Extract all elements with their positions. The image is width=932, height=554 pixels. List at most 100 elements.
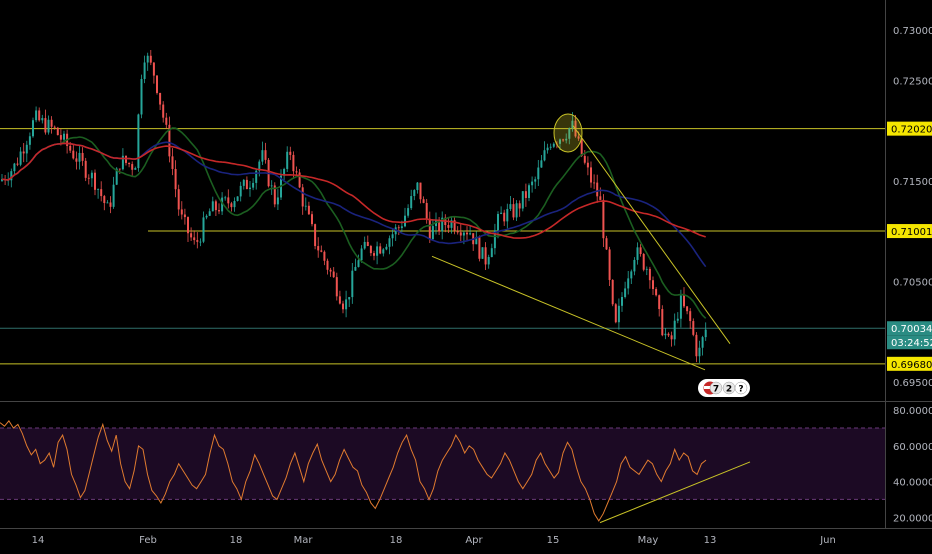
candle-body bbox=[128, 162, 131, 165]
rsi-pane[interactable] bbox=[0, 420, 885, 524]
candle bbox=[13, 162, 16, 176]
candle bbox=[47, 115, 50, 135]
candle-body bbox=[617, 305, 620, 323]
candle-body bbox=[208, 211, 211, 216]
candle bbox=[416, 182, 419, 194]
candle bbox=[94, 169, 96, 196]
candle-body bbox=[676, 318, 679, 321]
candle-body bbox=[602, 199, 605, 239]
candle-body bbox=[227, 197, 230, 204]
candle-body bbox=[571, 120, 574, 129]
candle-body bbox=[283, 168, 286, 176]
candle-body bbox=[686, 306, 689, 312]
candle bbox=[103, 194, 106, 211]
candle bbox=[506, 203, 509, 229]
candle bbox=[565, 133, 568, 144]
candle bbox=[242, 178, 245, 190]
candle bbox=[276, 189, 279, 210]
candle-body bbox=[351, 270, 354, 298]
candle bbox=[670, 331, 673, 347]
candle-body bbox=[252, 182, 255, 188]
ma-red-line bbox=[1, 142, 706, 239]
time-tick-label: 14 bbox=[32, 535, 45, 546]
candle bbox=[484, 242, 487, 270]
candle bbox=[692, 318, 695, 337]
candle bbox=[44, 109, 47, 135]
candle bbox=[397, 225, 400, 236]
candle-body bbox=[627, 278, 630, 289]
candle bbox=[679, 289, 682, 328]
candle-body bbox=[490, 248, 493, 258]
candle bbox=[239, 181, 242, 202]
candle-body bbox=[580, 138, 583, 156]
candle-body bbox=[586, 162, 589, 168]
event-badges[interactable]: 7 2? bbox=[698, 379, 750, 397]
time-tick-label: Mar bbox=[294, 535, 314, 546]
candle-body bbox=[692, 321, 695, 335]
candle bbox=[168, 116, 171, 163]
candle-body bbox=[462, 232, 465, 236]
candle-body bbox=[320, 250, 323, 252]
candle-body bbox=[354, 266, 357, 271]
candle bbox=[230, 201, 233, 212]
candle-body bbox=[599, 196, 602, 200]
candle-body bbox=[363, 241, 366, 249]
candle bbox=[338, 290, 341, 305]
candle-body bbox=[509, 204, 512, 209]
candle-body bbox=[84, 160, 87, 178]
candle-body bbox=[190, 233, 193, 238]
candle bbox=[227, 189, 230, 209]
time-tick-label: Jun bbox=[819, 535, 836, 546]
candle bbox=[689, 308, 692, 329]
candle bbox=[633, 257, 636, 276]
candle bbox=[125, 155, 127, 166]
candle-body bbox=[391, 234, 394, 239]
event-label: 7 bbox=[713, 385, 719, 395]
candle-body bbox=[506, 208, 509, 222]
rsi-band bbox=[0, 428, 885, 500]
candle-body bbox=[537, 167, 540, 180]
candle bbox=[177, 184, 180, 216]
candle bbox=[137, 113, 140, 172]
candle-body bbox=[515, 203, 518, 218]
candle bbox=[41, 114, 44, 124]
candle-body bbox=[385, 246, 388, 250]
rsi-line bbox=[0, 420, 707, 522]
candle bbox=[388, 235, 391, 255]
candle-body bbox=[301, 187, 304, 207]
candle bbox=[683, 287, 685, 309]
candle-body bbox=[183, 214, 186, 218]
candle bbox=[320, 245, 323, 253]
candle bbox=[373, 250, 375, 261]
candle bbox=[605, 235, 608, 250]
candle bbox=[224, 195, 227, 201]
candle-body bbox=[242, 179, 245, 186]
candle-body bbox=[143, 62, 146, 79]
candle-body bbox=[667, 333, 670, 336]
candle-body bbox=[534, 179, 537, 182]
candle bbox=[50, 116, 53, 134]
candle bbox=[28, 132, 31, 150]
candle-body bbox=[425, 202, 428, 219]
candle-body bbox=[326, 260, 329, 270]
candle-body bbox=[171, 156, 174, 169]
price-marker-label: 0.71001 bbox=[891, 227, 932, 238]
candle bbox=[323, 250, 326, 266]
candle-body bbox=[379, 246, 382, 254]
candle-body bbox=[397, 227, 400, 229]
price-pane[interactable]: 7 2? bbox=[0, 49, 885, 397]
candle-body bbox=[459, 232, 462, 236]
candle bbox=[342, 300, 344, 314]
candle-body bbox=[481, 247, 484, 259]
candle bbox=[90, 170, 93, 187]
candle bbox=[413, 189, 416, 201]
candle bbox=[478, 235, 481, 262]
candle-body bbox=[683, 295, 685, 307]
candle-body bbox=[332, 271, 335, 278]
candle-body bbox=[673, 320, 676, 340]
candle bbox=[128, 162, 131, 168]
candle bbox=[385, 243, 388, 251]
candle bbox=[304, 197, 307, 211]
candle bbox=[537, 159, 540, 187]
